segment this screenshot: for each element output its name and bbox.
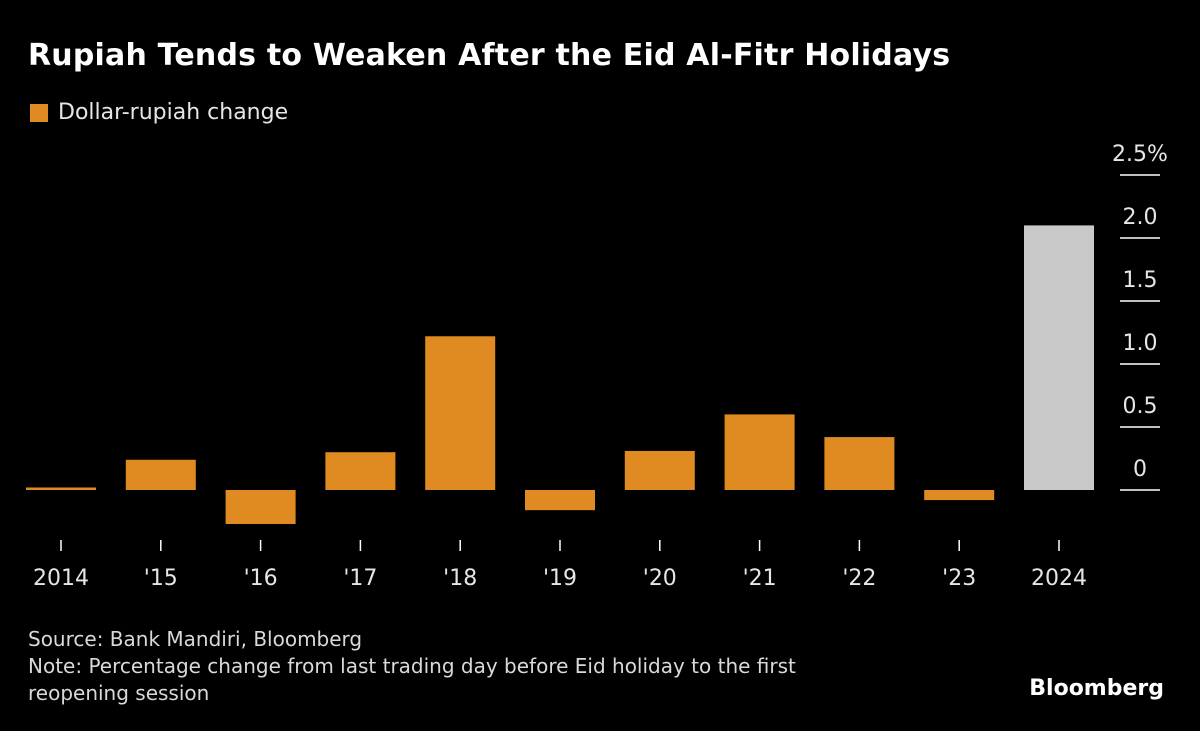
- bloomberg-logo: Bloomberg: [1029, 676, 1164, 701]
- x-tick-label: '20: [643, 566, 677, 591]
- x-tick-label: '23: [942, 566, 976, 591]
- bar: [1024, 225, 1094, 490]
- x-tick-label: 2024: [1031, 566, 1087, 591]
- y-tick-label: 2.0: [1123, 205, 1158, 230]
- y-tick-label: 0.5: [1123, 394, 1158, 419]
- x-tick-label: 2014: [33, 566, 89, 591]
- bar: [325, 452, 396, 490]
- x-tick-label: '17: [343, 566, 377, 591]
- bar: [26, 487, 96, 490]
- y-tick-label: 1.5: [1123, 268, 1158, 293]
- bar: [125, 459, 196, 490]
- bar: [425, 336, 496, 490]
- bar: [624, 450, 695, 490]
- y-tick-label: 2.5%: [1112, 142, 1168, 167]
- legend: Dollar-rupiah change: [30, 100, 288, 125]
- x-tick-label: '16: [244, 566, 278, 591]
- bar-chart: 0 0.5 1.0 1.5 2.0 2.5% 2014 '15 '16 '17 '18 '19 '20 '…: [26, 142, 1168, 591]
- bar: [824, 437, 895, 490]
- bar: [724, 414, 795, 490]
- x-tick-label: '19: [543, 566, 577, 591]
- y-tick-label: 0: [1133, 457, 1147, 482]
- x-tick-label: '21: [743, 566, 777, 591]
- chart-title: Rupiah Tends to Weaken After the Eid Al-…: [28, 38, 951, 73]
- note-text-line2: reopening session: [28, 681, 210, 705]
- legend-swatch: [30, 103, 48, 122]
- legend-label: Dollar-rupiah change: [58, 100, 289, 125]
- note-text-line1: Note: Percentage change from last tradin…: [28, 654, 796, 678]
- y-tick-label: 1.0: [1123, 331, 1158, 356]
- x-tick-label: '18: [443, 566, 477, 591]
- footer-notes: Source: Bank Mandiri, Bloomberg Note: Pe…: [28, 626, 796, 707]
- bar: [924, 490, 995, 501]
- bar: [225, 490, 296, 525]
- x-tick-label: '22: [842, 566, 876, 591]
- x-tick-label: '15: [144, 566, 178, 591]
- bar: [525, 490, 595, 511]
- source-text: Source: Bank Mandiri, Bloomberg: [28, 627, 363, 651]
